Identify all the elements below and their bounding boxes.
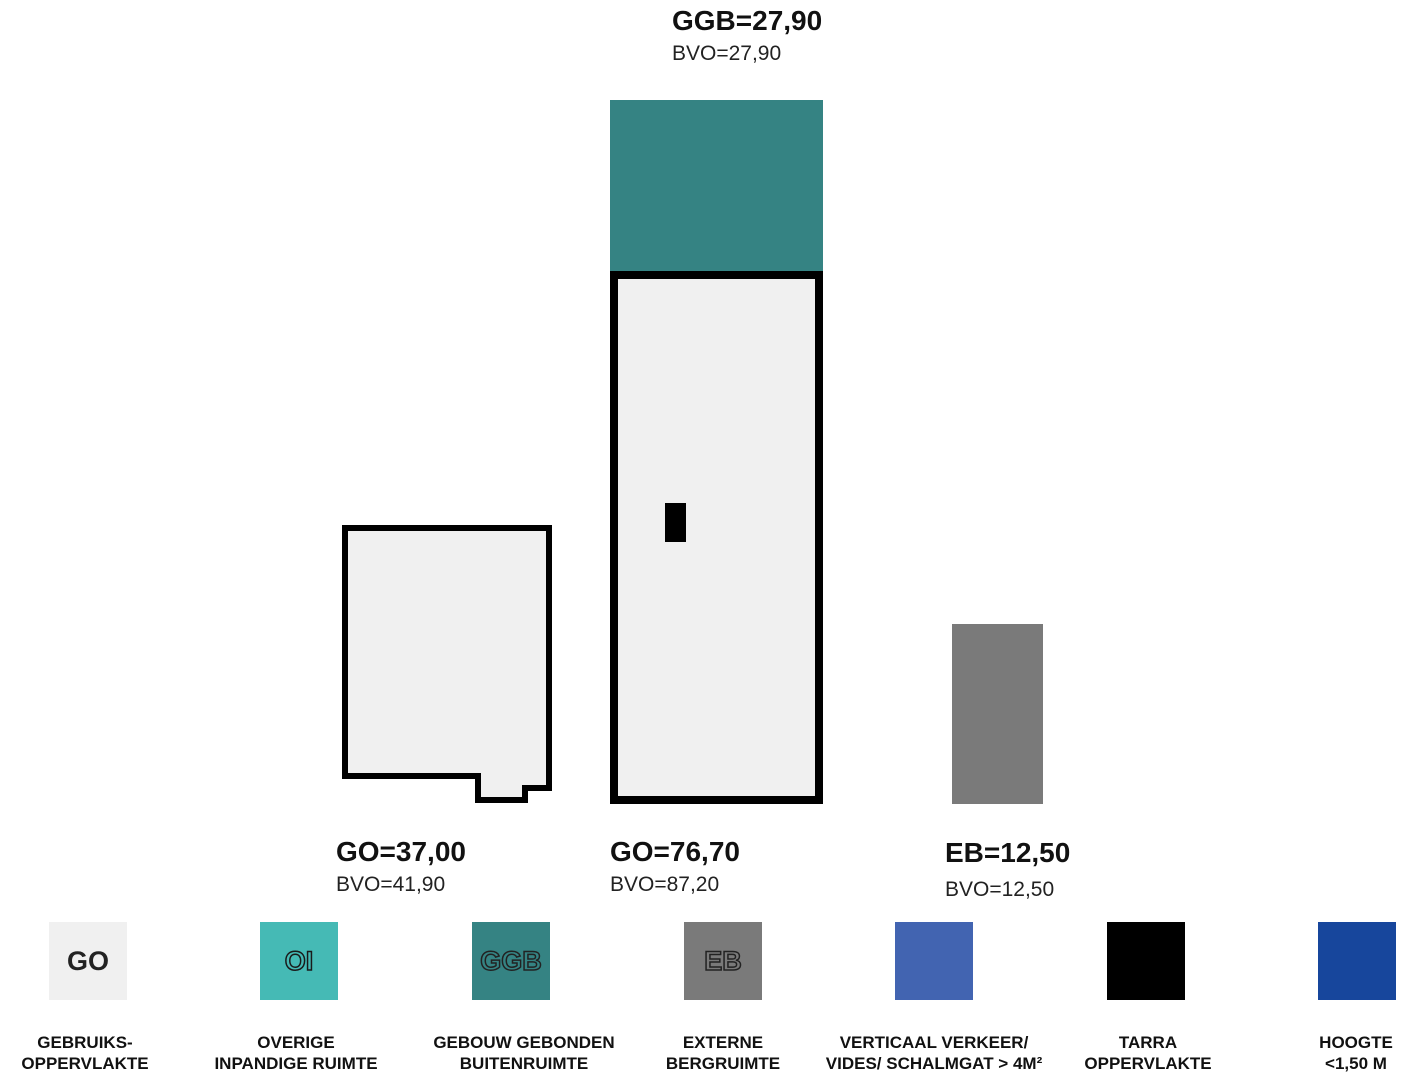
legend-label-verticaal-verkeer-line1: VERTICAAL VERKEER/ [839,1033,1029,1052]
legend-swatch-oi: OI [260,922,338,1000]
legend-label-hoogte-line1: HOOGTE [1319,1033,1393,1052]
legend-label-ggb-line1: GEBOUW GEBONDEN [433,1033,615,1052]
ggb-area-label: GGB=27,90 [672,5,823,36]
legend-label-oi-line1: OVERIGE [257,1033,335,1052]
legend-label-go-line2: OPPERVLAKTE [21,1054,149,1073]
legend-swatch-verticaal-verkeer [895,922,973,1000]
ggb-bvo-label: BVO=27,90 [672,42,782,65]
legend-label-verticaal-verkeer: VERTICAAL VERKEER/ VIDES/ SCHALMGAT > 4M… [826,1032,1042,1074]
legend-swatch-hoogte [1318,922,1396,1000]
legend-label-tarra: TARRA OPPERVLAKTE [1084,1032,1211,1074]
eb-area-label: EB=12,50 [945,837,1071,868]
go-large-bvo-label: BVO=87,20 [610,873,720,896]
legend-label-ggb: GEBOUW GEBONDEN BUITENRUIMTE [433,1032,614,1074]
shaft-block [665,503,686,542]
legend-swatch-eb: EB [684,922,762,1000]
go-room-large [610,271,823,804]
eb-bvo-label: BVO=12,50 [945,878,1055,901]
legend-label-oi-line2: INPANDIGE RUIMTE [214,1054,378,1073]
legend-label-eb: EXTERNE BERGRUIMTE [666,1032,780,1074]
go-small-area-label: GO=37,00 [336,836,466,867]
legend-label-go-line1: GEBRUIKS- [37,1033,133,1052]
legend-label-eb-line1: EXTERNE [682,1033,764,1052]
legend-label-hoogte: HOOGTE <1,50 M [1319,1032,1393,1074]
go-small-bvo-label: BVO=41,90 [336,873,446,896]
legend-label-tarra-line2: OPPERVLAKTE [1084,1054,1212,1073]
legend-swatch-tarra [1107,922,1185,1000]
go-room-small [342,525,552,803]
legend-swatch-go: GO [49,922,127,1000]
legend-label-oi: OVERIGE INPANDIGE RUIMTE [214,1032,377,1074]
go-large-area-label: GO=76,70 [610,836,740,867]
legend-label-eb-line2: BERGRUIMTE [665,1054,781,1073]
legend-code-oi: OI [284,945,314,977]
legend-code-eb: EB [703,945,742,977]
legend-label-ggb-line2: BUITENRUIMTE [459,1054,589,1073]
ggb-area-block [610,100,823,273]
legend-code-ggb: GGB [479,945,542,977]
legend-label-verticaal-verkeer-line2: VIDES/ SCHALMGAT > 4M² [825,1054,1043,1073]
legend-label-go: GEBRUIKS- OPPERVLAKTE [21,1032,148,1074]
eb-area-block [952,624,1043,804]
legend-label-hoogte-line2: <1,50 M [1325,1054,1387,1073]
legend-code-go: GO [66,945,109,976]
legend-label-tarra-line1: TARRA [1118,1033,1178,1052]
legend-swatch-ggb: GGB [472,922,550,1000]
